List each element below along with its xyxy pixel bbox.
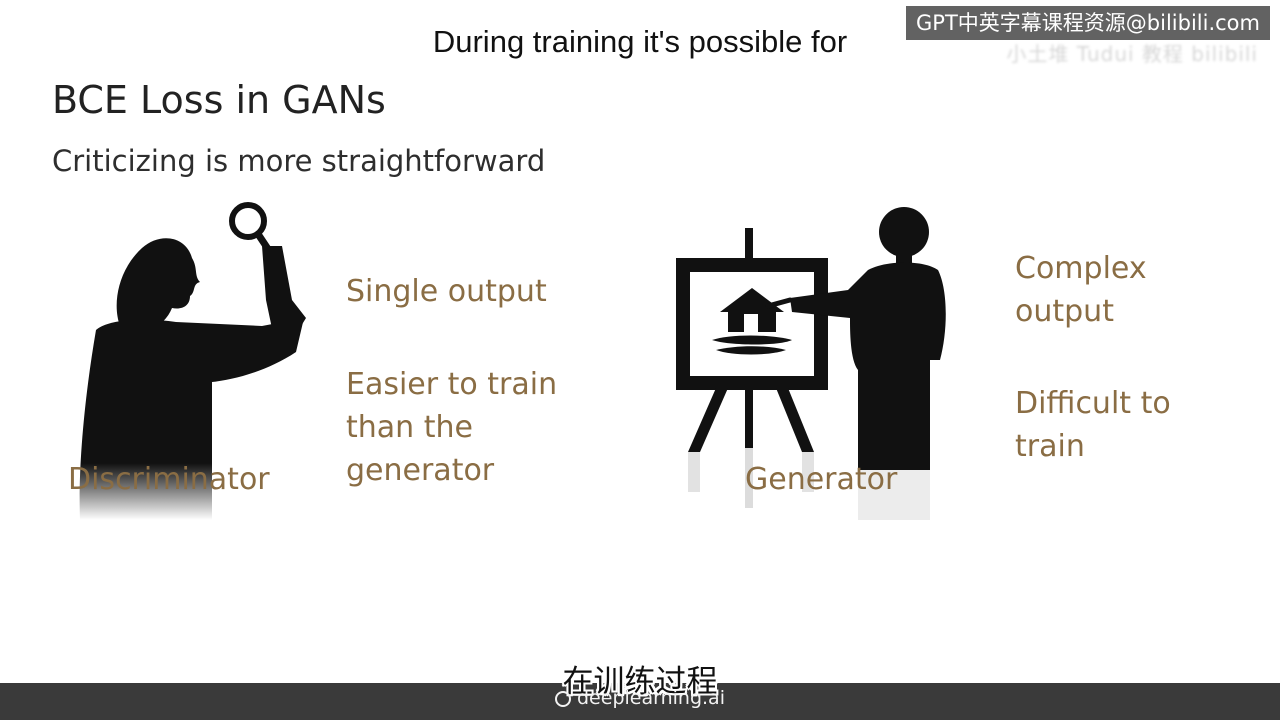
magnifying-glass-icon bbox=[229, 202, 274, 256]
discriminator-point-easier-to-train: Easier to train than the generator bbox=[346, 367, 558, 488]
subtitle-chinese: 在训练过程 bbox=[562, 664, 718, 700]
deeplearning-logo-icon bbox=[555, 691, 571, 707]
generator-label: Generator bbox=[745, 462, 898, 497]
subtitle-english: During training it's possible for bbox=[432, 24, 848, 59]
house-icon bbox=[712, 288, 792, 355]
slide-title: BCE Loss in GANs bbox=[52, 78, 386, 122]
generator-silhouette bbox=[765, 207, 946, 520]
paintbrush-icon bbox=[765, 297, 793, 309]
brand-footer: deeplearning.ai bbox=[0, 687, 1280, 709]
discriminator-silhouette bbox=[79, 202, 306, 520]
watermark-ghost-text: 小土堆 Tudui 教程 bilibili bbox=[1006, 42, 1258, 66]
generator-point-complex-output: Complex output bbox=[1015, 251, 1147, 329]
brand-name: deeplearning.ai bbox=[577, 687, 725, 709]
discriminator-point-single-output: Single output bbox=[346, 274, 547, 309]
slide-subtitle: Criticizing is more straightforward bbox=[52, 144, 546, 178]
watermark-badge: GPT中英字幕课程资源@bilibili.com bbox=[906, 6, 1270, 40]
discriminator-label: Discriminator bbox=[68, 462, 270, 497]
bottom-bar bbox=[0, 683, 1280, 720]
generator-point-difficult-to-train: Difficult to train bbox=[1015, 386, 1171, 464]
